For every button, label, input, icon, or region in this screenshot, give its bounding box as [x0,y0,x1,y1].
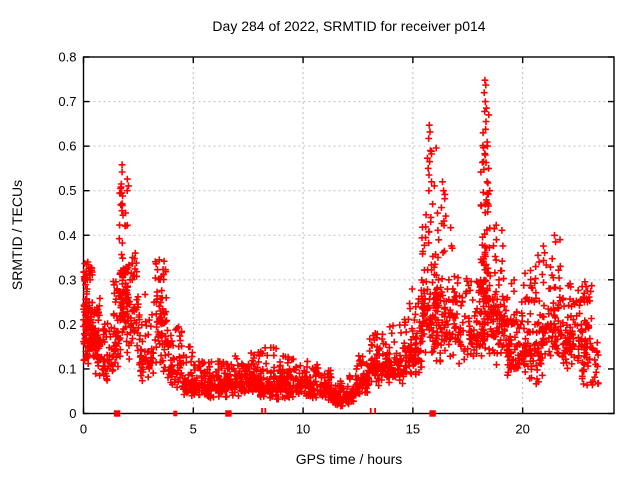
scatter-points [80,76,602,417]
tick-labels: 0 5 10 15 20 0 0.1 0.2 0.3 0.4 0.5 0.6 0.7 0.8 [58,50,529,437]
y-tick-label: 0 [69,406,76,421]
y-tick-label: 0.6 [58,139,76,154]
y-tick-label: 0.8 [58,50,76,65]
x-tick-label: 0 [80,422,87,437]
y-tick-label: 0.4 [58,228,76,243]
x-tick-label: 20 [515,422,529,437]
y-tick-label: 0.2 [58,317,76,332]
y-tick-label: 0.1 [58,361,76,376]
grid-lines [83,57,614,414]
zero-tick-marker [369,408,372,414]
zero-tick-marker [374,408,376,414]
zero-tick-marker [264,408,267,414]
x-tick-label: 10 [296,422,310,437]
y-tick-label: 0.7 [58,94,76,109]
x-tick-label: 5 [190,422,197,437]
zero-square-marker [429,410,436,417]
y-axis-label: SRMTID / TECUs [9,180,25,290]
axes [82,56,615,415]
y-tick-label: 0.3 [58,272,76,287]
x-tick-label: 15 [406,422,420,437]
zero-square-marker [113,410,121,417]
zero-small-square-marker [173,410,178,417]
chart-title: Day 284 of 2022, SRMTID for receiver p01… [212,18,485,34]
x-axis-label: GPS time / hours [296,451,403,467]
y-tick-label: 0.5 [58,183,76,198]
srmtid-scatter-series [80,76,602,410]
zero-tick-marker [261,408,263,414]
zero-square-marker [225,410,232,417]
